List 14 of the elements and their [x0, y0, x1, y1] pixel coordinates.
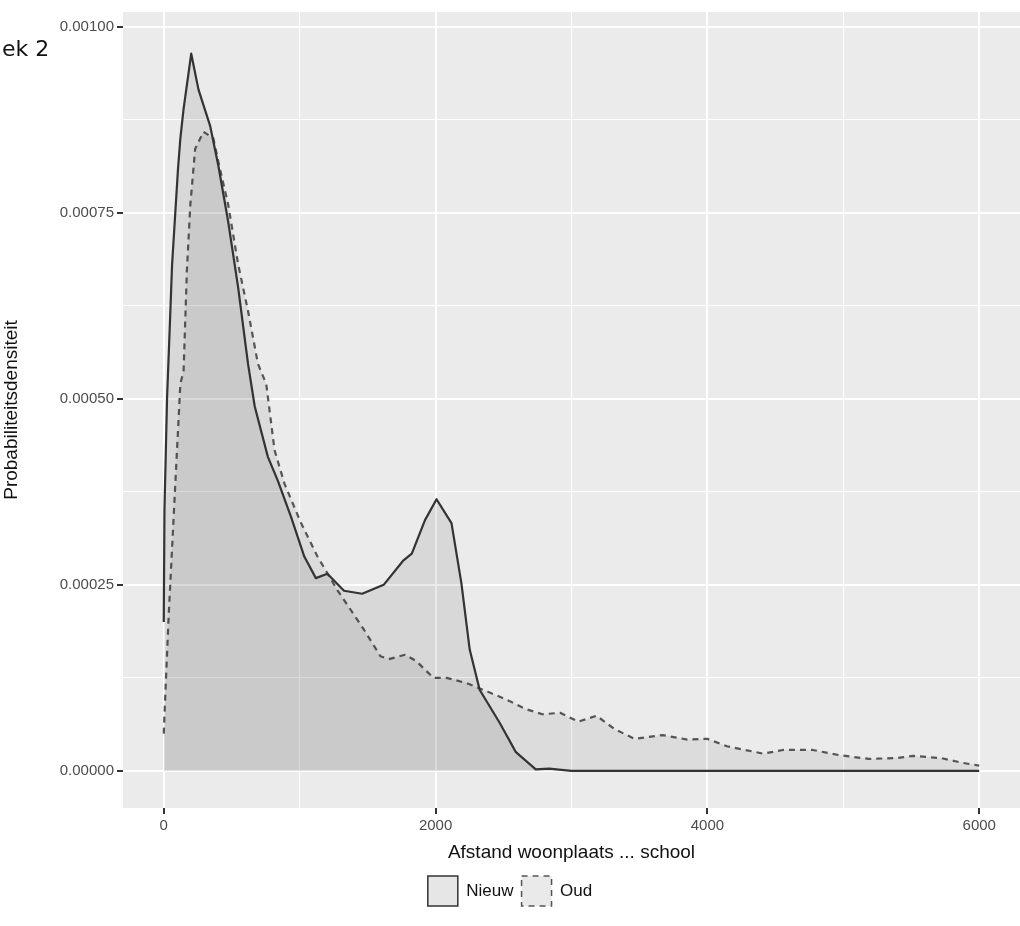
legend-label: Oud [560, 880, 593, 900]
y-tick-label: 0.00100 [59, 17, 114, 35]
y-axis-title: Probabiliteitsdensiteit [0, 319, 21, 500]
y-tick-label: 0.00000 [59, 760, 114, 778]
text: ek 2 [2, 36, 50, 61]
x-axis-title: Afstand woonplaats ... school [447, 840, 696, 862]
y-tick-label: 0.00050 [59, 388, 114, 406]
x-tick-label: 2000 [418, 816, 453, 834]
x-tick-label: 4000 [690, 816, 725, 834]
y-tick-label: 0.00075 [59, 203, 114, 220]
x-tick-label: 0 [159, 816, 168, 834]
y-tick-label: 0.00025 [59, 574, 114, 592]
legend-label: Nieuw [466, 880, 515, 900]
x-tick-label: 6000 [962, 816, 996, 834]
